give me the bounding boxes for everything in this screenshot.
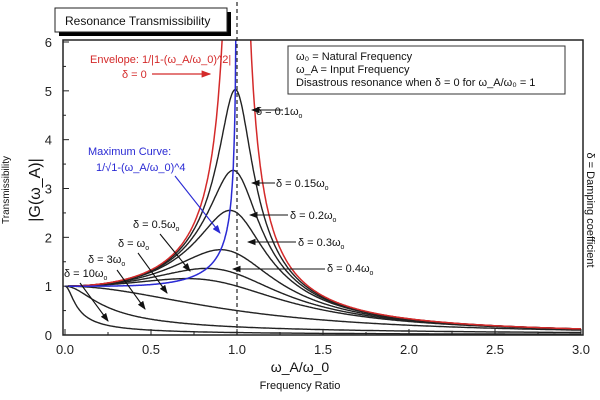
x-tick-label: 2.5 bbox=[486, 342, 504, 357]
envelope-delta-label: δ = 0 bbox=[122, 69, 147, 81]
damping-label-4: δ = 0.4ωo bbox=[327, 263, 374, 277]
damping-label-5: δ = 0.5ωo bbox=[133, 219, 180, 233]
max-curve-formula: 1/√1-(ω_A/ω_0)^4 bbox=[96, 162, 186, 174]
legend-line-1: ω₀ = Natural Frequency bbox=[296, 51, 413, 63]
y-tick-label: 3 bbox=[45, 182, 52, 197]
damping-label-7: δ = 3ωo bbox=[88, 254, 125, 268]
x-tick-label: 0.5 bbox=[142, 342, 160, 357]
x-tick-label: 3.0 bbox=[572, 342, 590, 357]
x-tick-label: 1.0 bbox=[228, 342, 246, 357]
y-tick-label: 0 bbox=[45, 328, 52, 343]
x-tick-label: 0.0 bbox=[56, 342, 74, 357]
damping-annotations: δ = 0.1ωo δ = 0.15ωo δ = 0.2ωo δ = 0.3ωo δ =… bbox=[64, 106, 374, 322]
y-tick-label: 2 bbox=[45, 230, 52, 245]
y-tick-label: 6 bbox=[45, 35, 52, 50]
damping-label-2: δ = 0.2ωo bbox=[290, 210, 337, 224]
max-curve-line bbox=[65, 40, 237, 287]
series-line-6 bbox=[65, 285, 581, 331]
series-line-5 bbox=[65, 277, 581, 330]
damping-arrow-8 bbox=[79, 282, 109, 322]
right-axis-label: δ = Damping coefficient bbox=[584, 152, 596, 267]
envelope-label: Envelope: 1/|1-(ω_A/ω_0)^2| bbox=[90, 54, 231, 66]
legend-box bbox=[287, 45, 566, 95]
x-axis-sublabel: Frequency Ratio bbox=[260, 380, 341, 392]
legend-line-3: Disastrous resonance when δ = 0 for ω_A/… bbox=[296, 77, 535, 89]
legend-line-2: ω_A = Input Frequency bbox=[296, 64, 410, 76]
damping-label-6: δ = ωo bbox=[118, 238, 149, 252]
y-tick-label: 1 bbox=[45, 279, 52, 294]
y-tick-label: 4 bbox=[45, 133, 52, 148]
damping-arrow-6 bbox=[137, 252, 168, 294]
x-tick-label: 2.0 bbox=[400, 342, 418, 357]
chart-title: Resonance Transmissibility bbox=[65, 14, 210, 28]
damping-label-0: δ = 0.1ωo bbox=[256, 106, 303, 120]
damping-arrow-5 bbox=[159, 233, 191, 272]
y-axis-label: |G(ω_A)| bbox=[27, 158, 44, 221]
damping-label-8: δ = 10ωo bbox=[64, 268, 107, 282]
y-axis-outer-label: Transmissibility bbox=[1, 156, 12, 224]
y-tick-label: 5 bbox=[45, 84, 52, 99]
damping-label-3: δ = 0.3ωo bbox=[298, 237, 345, 251]
damping-arrow-7 bbox=[116, 269, 146, 310]
envelope-line bbox=[65, 40, 581, 330]
damping-label-1: δ = 0.15ωo bbox=[276, 178, 329, 192]
title-box bbox=[54, 7, 228, 33]
max-curve-label: Maximum Curve: bbox=[88, 146, 171, 158]
max-curve-arrow bbox=[174, 175, 221, 234]
x-tick-label: 1.5 bbox=[314, 342, 332, 357]
axis-ticks: 0.0 0.5 1.0 1.5 2.0 2.5 3.0 0 1 2 3 4 5 6 bbox=[45, 35, 590, 357]
x-axis-label: ω_A/ω_0 bbox=[271, 359, 330, 375]
